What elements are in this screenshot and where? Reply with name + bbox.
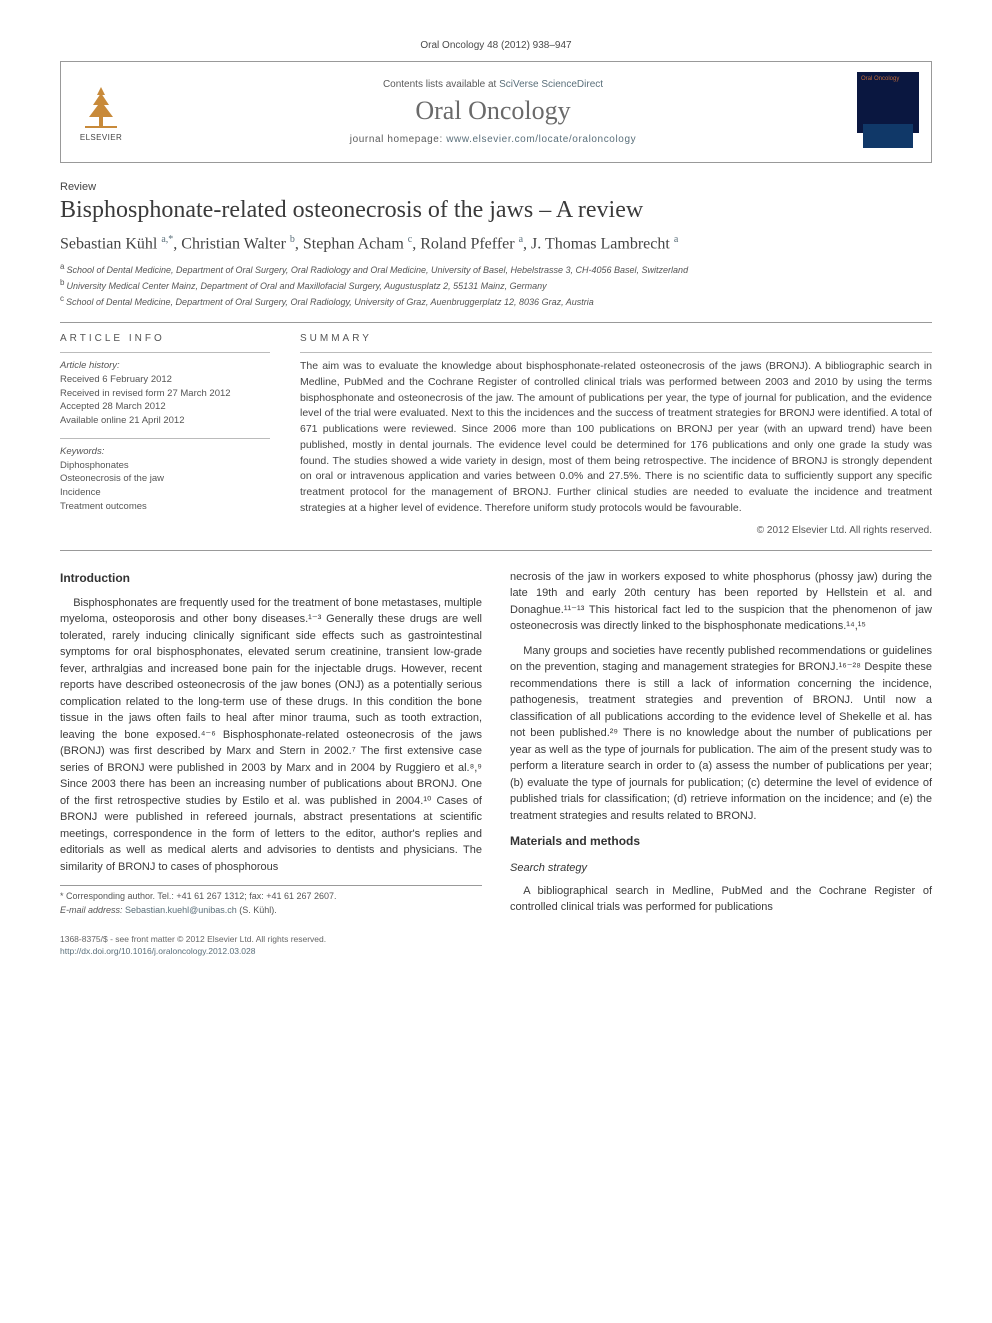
keyword-line: Incidence [60,486,270,500]
article-info-heading: ARTICLE INFO [60,333,270,344]
article-info-panel: ARTICLE INFO Article history: Received 6… [60,333,270,536]
homepage-prefix: journal homepage: [350,134,446,145]
corresponding-author-footnote: * Corresponding author. Tel.: +41 61 267… [60,885,482,917]
cover-title: Oral Oncology [861,76,915,82]
journal-homepage-line: journal homepage: www.elsevier.com/locat… [143,134,843,145]
journal-cover-thumbnail: Oral Oncology [857,72,919,152]
history-label: Article history: [60,359,270,373]
history-line: Received in revised form 27 March 2012 [60,387,270,401]
introduction-heading: Introduction [60,569,482,587]
search-paragraph-1: A bibliographical search in Medline, Pub… [510,883,932,916]
elsevier-logo: ELSEVIER [73,80,129,144]
copyright-line: © 2012 Elsevier Ltd. All rights reserved… [300,525,932,536]
authors-list: Sebastian Kühl a,*, Christian Walter b, … [60,234,932,253]
doi-link[interactable]: http://dx.doi.org/10.1016/j.oraloncology… [60,946,256,956]
divider [300,352,932,353]
affiliation-line: cSchool of Dental Medicine, Department o… [60,293,932,309]
header-center: Contents lists available at SciVerse Sci… [143,79,843,145]
keyword-line: Osteonecrosis of the jaw [60,472,270,486]
divider [60,352,270,353]
intro-paragraph-2: necrosis of the jaw in workers exposed t… [510,569,932,635]
elsevier-tree-icon [77,83,125,131]
cover-image-placeholder [863,124,913,148]
keywords-label: Keywords: [60,445,270,459]
issn-line: 1368-8375/$ - see front matter © 2012 El… [60,934,932,946]
divider [60,322,932,323]
affiliation-line: aSchool of Dental Medicine, Department o… [60,261,932,277]
sciencedirect-link[interactable]: SciVerse ScienceDirect [499,79,603,90]
search-strategy-heading: Search strategy [510,860,932,877]
article-type: Review [60,181,932,193]
article-meta-row: ARTICLE INFO Article history: Received 6… [60,333,932,536]
history-line: Available online 21 April 2012 [60,414,270,428]
history-line: Accepted 28 March 2012 [60,400,270,414]
page-footer: 1368-8375/$ - see front matter © 2012 El… [60,934,932,958]
citation-line: Oral Oncology 48 (2012) 938–947 [60,40,932,51]
contents-available-line: Contents lists available at SciVerse Sci… [143,79,843,90]
intro-paragraph-3: Many groups and societies have recently … [510,643,932,825]
history-line: Received 6 February 2012 [60,373,270,387]
author-email-link[interactable]: Sebastian.kuehl@unibas.ch [125,905,237,915]
article-body: Introduction Bisphosphonates are frequen… [60,569,932,921]
affiliation-line: bUniversity Medical Center Mainz, Depart… [60,277,932,293]
keywords-block: Keywords: DiphosphonatesOsteonecrosis of… [60,445,270,514]
contents-prefix: Contents lists available at [383,79,499,90]
keyword-line: Diphosphonates [60,459,270,473]
email-author-suffix: (S. Kühl). [239,905,277,915]
summary-heading: SUMMARY [300,333,932,344]
methods-heading: Materials and methods [510,832,932,850]
keyword-line: Treatment outcomes [60,500,270,514]
abstract-text: The aim was to evaluate the knowledge ab… [300,359,932,517]
publisher-name: ELSEVIER [80,133,122,142]
article-history: Article history: Received 6 February 201… [60,359,270,428]
summary-panel: SUMMARY The aim was to evaluate the know… [300,333,932,536]
divider [60,550,932,551]
journal-header: ELSEVIER Contents lists available at Sci… [60,61,932,163]
divider [60,438,270,439]
page: Oral Oncology 48 (2012) 938–947 ELSEVIER… [0,0,992,998]
corresponding-author: * Corresponding author. Tel.: +41 61 267… [60,890,482,904]
affiliations-list: aSchool of Dental Medicine, Department o… [60,261,932,308]
email-label: E-mail address: [60,905,123,915]
journal-name: Oral Oncology [143,96,843,126]
intro-paragraph-1: Bisphosphonates are frequently used for … [60,595,482,876]
article-title: Bisphosphonate-related osteonecrosis of … [60,197,932,224]
homepage-url[interactable]: www.elsevier.com/locate/oraloncology [446,134,636,145]
